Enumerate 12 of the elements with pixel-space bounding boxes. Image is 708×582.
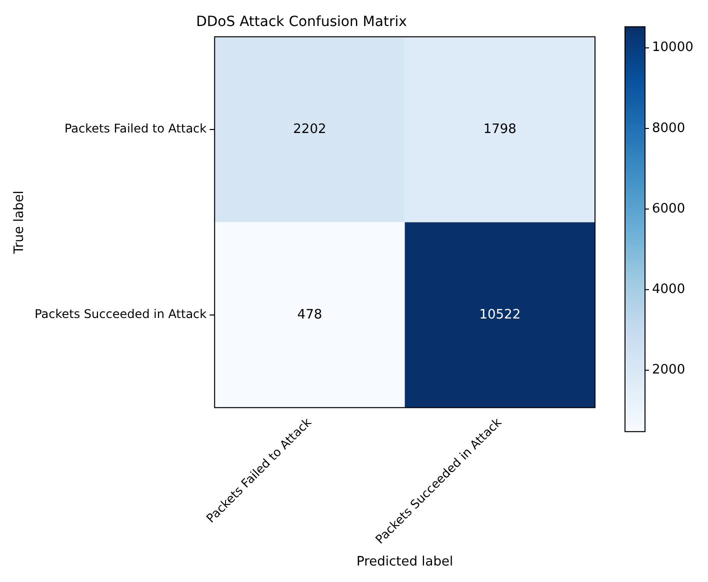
y-axis-title: True label: [12, 190, 28, 255]
color-bar-label: 2000: [652, 362, 686, 378]
color-bar-label: 10000: [652, 40, 694, 56]
data-label: 1798: [483, 122, 516, 137]
data-label: 10522: [479, 307, 521, 322]
chart-title: DDoS Attack Confusion Matrix: [196, 14, 407, 30]
color-bar-label: 4000: [652, 282, 686, 298]
color-bar-label: 8000: [652, 120, 686, 136]
color-bar-label: 6000: [652, 201, 686, 216]
data-label: 2202: [293, 122, 326, 137]
x-axis-title: Predicted label: [356, 554, 454, 570]
data-label: 478: [297, 307, 322, 322]
